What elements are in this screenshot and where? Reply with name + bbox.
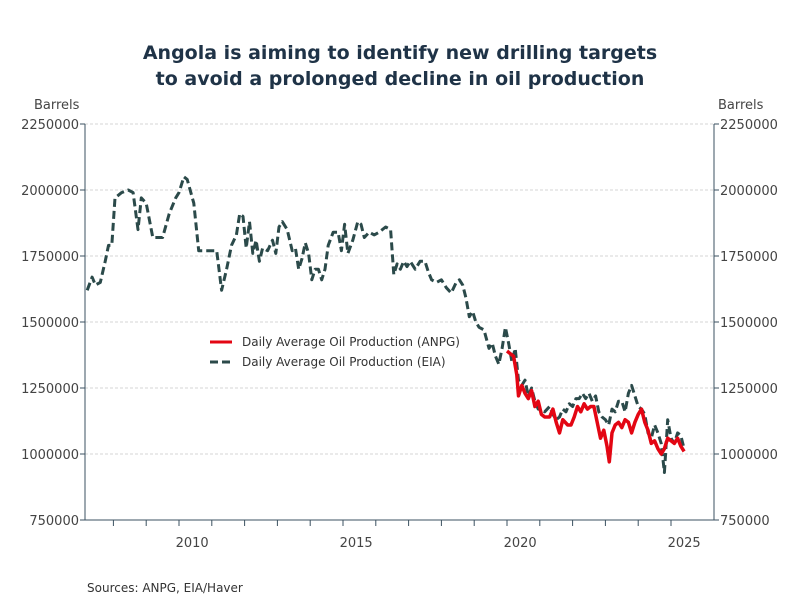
- series-line-anpg: [505, 349, 686, 464]
- right-y-axis-ticks: 750000 1000000 1250000 1500000 1750000 200000…: [714, 118, 778, 529]
- y-tick-label-right: 1750000: [720, 250, 778, 265]
- x-tick-label: 2025: [668, 536, 701, 551]
- y-tick-label-right: 750000: [720, 514, 770, 529]
- chart-title-line-1: Angola is aiming to identify new drillin…: [142, 42, 658, 64]
- y-tick-label-left: 750000: [29, 514, 79, 529]
- y-tick-label-left: 1500000: [21, 316, 79, 331]
- y-tick-label-right: 1000000: [720, 448, 778, 463]
- y-tick-label-right: 1250000: [720, 382, 778, 397]
- axes: [84, 124, 715, 521]
- y-tick-label-left: 2000000: [21, 184, 79, 199]
- y-tick-label-right: 2000000: [720, 184, 778, 199]
- legend: Daily Average Oil Production (ANPG) Daily…: [210, 335, 460, 369]
- y-tick-label-left: 2250000: [21, 118, 79, 133]
- x-tick-label: 2020: [504, 536, 537, 551]
- left-y-axis-ticks: 750000 1000000 1250000 1500000 1750000 200000…: [21, 118, 85, 529]
- legend-label-anpg: Daily Average Oil Production (ANPG): [242, 335, 460, 349]
- chart-title: Angola is aiming to identify new drillin…: [0, 40, 800, 92]
- right-axis-unit-label: Barrels: [718, 98, 764, 113]
- y-tick-label-left: 1250000: [21, 382, 79, 397]
- left-axis-unit-label: Barrels: [34, 98, 80, 113]
- x-tick-label: 2010: [176, 536, 209, 551]
- source-note: Sources: ANPG, EIA/Haver: [87, 581, 243, 595]
- y-tick-label-right: 1500000: [720, 316, 778, 331]
- y-tick-label-left: 1000000: [21, 448, 79, 463]
- x-axis-ticks: 2010 2015 2020 2025: [112, 520, 701, 551]
- y-tick-label-left: 1750000: [21, 250, 79, 265]
- series-lines: [85, 175, 686, 474]
- legend-label-eia: Daily Average Oil Production (EIA): [242, 355, 446, 369]
- chart-title-line-2: to avoid a prolonged decline in oil prod…: [155, 68, 645, 90]
- x-tick-label: 2015: [340, 536, 373, 551]
- gridlines: [85, 123, 714, 455]
- series-line-eia: [85, 175, 686, 474]
- y-tick-label-right: 2250000: [720, 118, 778, 133]
